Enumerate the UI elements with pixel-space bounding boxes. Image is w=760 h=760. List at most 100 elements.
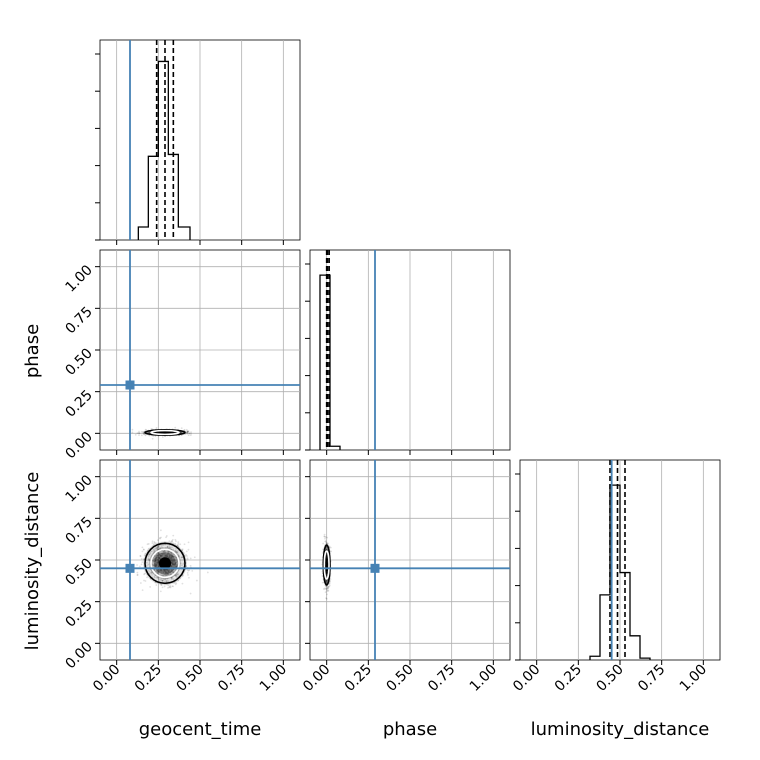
sample-point (185, 431, 188, 434)
sample-point (172, 431, 175, 434)
sample-point (172, 542, 174, 545)
sample-point (160, 546, 163, 548)
sample-point (326, 571, 328, 574)
sample-point (170, 431, 173, 434)
sample-point (321, 581, 324, 584)
sample-point (131, 431, 134, 434)
sample-point (157, 559, 160, 562)
sample-point (325, 554, 328, 557)
sample-point (157, 571, 160, 573)
sample-point (164, 553, 166, 555)
sample-point (325, 557, 328, 560)
sample-point (173, 561, 176, 564)
sample-point (177, 553, 180, 556)
sample-point (153, 557, 156, 560)
sample-point (138, 432, 141, 435)
sample-point (168, 556, 171, 559)
sample-point (150, 555, 153, 557)
sample-point (151, 573, 153, 576)
sample-point (157, 572, 160, 575)
sample-point (325, 570, 327, 573)
sample-point (168, 547, 171, 550)
x-tick-label: 0.75 (635, 662, 668, 695)
sample-point (187, 434, 190, 437)
sample-point (167, 552, 170, 555)
sample-point (155, 556, 157, 559)
sample-point (157, 560, 160, 563)
sample-point (150, 572, 153, 575)
sample-point (174, 574, 177, 577)
sample-point (159, 537, 161, 540)
sample-point (172, 563, 174, 566)
sample-point (172, 562, 175, 564)
sample-point (159, 554, 162, 557)
sample-point (171, 553, 174, 556)
sample-point (170, 555, 173, 558)
contour-core (159, 557, 171, 570)
sample-point (181, 582, 184, 585)
sample-point (155, 431, 157, 434)
sample-point (171, 563, 174, 566)
sample-point (153, 560, 156, 563)
sample-point (166, 554, 168, 557)
sample-point (151, 542, 154, 544)
sample-point (154, 565, 157, 567)
sample-point (326, 542, 329, 545)
sample-point (143, 579, 145, 582)
sample-point (157, 570, 159, 573)
sample-point (177, 573, 180, 575)
sample-point (325, 580, 328, 582)
sample-point (140, 430, 143, 433)
sample-point (161, 570, 163, 573)
sample-point (170, 431, 173, 434)
joint-density (129, 426, 192, 440)
sample-point (325, 597, 328, 600)
contour (144, 542, 186, 585)
sample-point (165, 535, 168, 537)
sample-point (325, 574, 328, 577)
sample-point (140, 558, 143, 560)
sample-point (167, 550, 170, 553)
x-tick-label: 0.25 (132, 662, 165, 695)
sample-point (149, 551, 151, 554)
sample-point (169, 541, 172, 544)
sample-point (183, 543, 186, 546)
sample-point (160, 584, 163, 587)
sample-point (156, 546, 159, 549)
sample-point (156, 554, 158, 557)
sample-point (155, 426, 158, 429)
sample-point (159, 553, 161, 556)
sample-point (153, 569, 156, 571)
sample-point (325, 555, 328, 558)
sample-point (146, 549, 149, 552)
sample-point (326, 546, 328, 549)
sample-point (151, 550, 154, 553)
sample-point (161, 574, 164, 577)
sample-point (186, 430, 189, 433)
sample-point (171, 571, 174, 573)
sample-point (325, 572, 328, 575)
y-tick-label: 0.50 (62, 556, 95, 589)
sample-point (156, 553, 159, 555)
sample-point (175, 565, 178, 568)
sample-point (325, 557, 327, 559)
sample-point (167, 547, 170, 550)
sample-point (158, 557, 160, 560)
sample-point (157, 559, 160, 562)
sample-point (167, 573, 169, 575)
sample-point (327, 585, 330, 588)
joint-geocent-time-vs-phase: 0.00 0.25 0.50 0.75 1.00 (62, 249, 301, 462)
sample-point (173, 570, 175, 573)
sample-point (172, 548, 175, 551)
histogram-phase (319, 274, 341, 450)
sample-point (156, 431, 159, 434)
sample-point (171, 554, 174, 557)
axis-labels: geocent_time phase luminosity_distance p… (22, 324, 709, 740)
sample-point (156, 431, 159, 434)
sample-point (177, 579, 179, 582)
sample-point (187, 541, 190, 544)
sample-point (170, 559, 173, 562)
sample-point (176, 560, 178, 563)
sample-point (155, 556, 158, 559)
y-tick-label: 0.00 (62, 429, 95, 462)
